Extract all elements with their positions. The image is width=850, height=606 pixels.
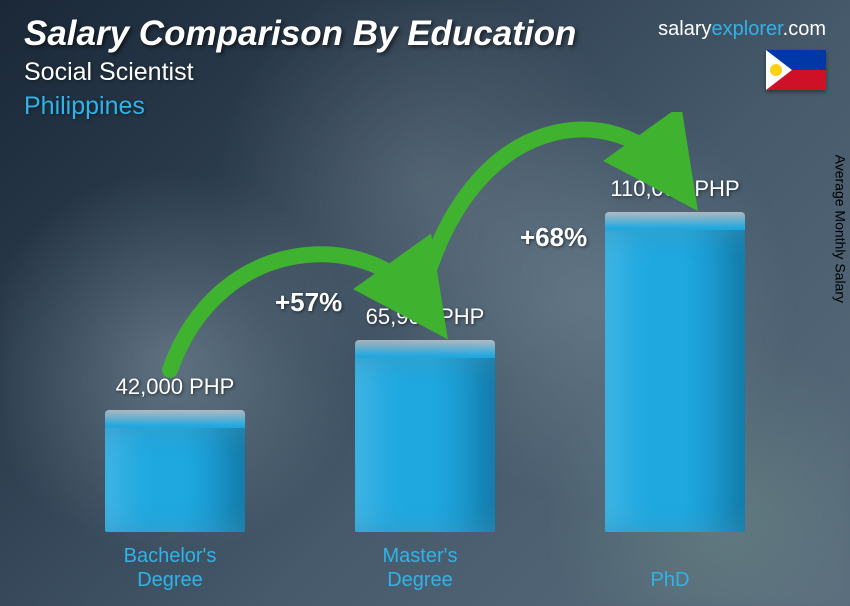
- bar: [105, 410, 245, 532]
- chart-title: Salary Comparison By Education: [24, 14, 576, 54]
- brand-logo: salaryexplorer.com: [658, 18, 826, 41]
- increase-percent-label: +57%: [275, 287, 342, 318]
- flag-icon: [766, 50, 826, 90]
- bar-group: 65,900 PHPMaster'sDegree: [350, 304, 500, 532]
- brand-prefix: salary: [658, 18, 711, 40]
- bar-group: 42,000 PHPBachelor'sDegree: [100, 374, 250, 532]
- bar-chart: 42,000 PHPBachelor'sDegree 65,900 PHPMast…: [60, 112, 770, 532]
- flag-sun-icon: [770, 64, 782, 76]
- bar-value-label: 65,900 PHP: [366, 304, 485, 330]
- bar-category-label: Bachelor'sDegree: [80, 544, 260, 592]
- chart-subtitle: Social Scientist: [24, 58, 194, 87]
- bar-top-face: [355, 340, 495, 358]
- content-root: Salary Comparison By Education Social Sc…: [0, 0, 850, 606]
- bar-value-label: 42,000 PHP: [116, 374, 235, 400]
- increase-percent-label: +68%: [520, 222, 587, 253]
- brand-suffix: .com: [783, 18, 826, 40]
- y-axis-label: Average Monthly Salary: [832, 155, 848, 303]
- bar-front-face: [105, 428, 245, 532]
- bar-top-face: [605, 212, 745, 230]
- bar-front-face: [355, 358, 495, 532]
- bar-top-face: [105, 410, 245, 428]
- bar-category-label: Master'sDegree: [330, 544, 510, 592]
- bar-group: 110,000 PHPPhD: [600, 176, 750, 532]
- bar-value-label: 110,000 PHP: [610, 176, 739, 202]
- bar: [605, 212, 745, 532]
- bar: [355, 340, 495, 532]
- bar-category-label: PhD: [580, 568, 760, 592]
- brand-mid: explorer: [712, 18, 783, 40]
- bar-front-face: [605, 230, 745, 532]
